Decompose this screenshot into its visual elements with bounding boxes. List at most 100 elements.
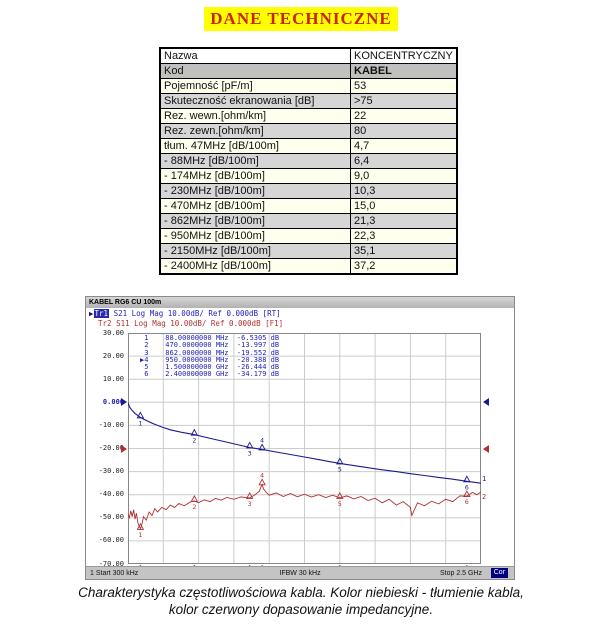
svg-text:3: 3 — [248, 500, 252, 508]
caption-line1: Charakterystyka częstotliwościowa kabla.… — [78, 585, 524, 600]
y-axis-tick-label: -20.00 — [98, 444, 124, 452]
trace1-end-label: 1 — [482, 475, 487, 484]
svg-text:1: 1 — [138, 419, 142, 427]
param-value-cell: 35,1 — [349, 243, 458, 259]
y-axis-tick-label: -10.00 — [98, 420, 124, 429]
y-axis-tick-label: 30.00 — [102, 328, 124, 337]
svg-text:4: 4 — [260, 471, 264, 479]
figure-caption: Charakterystyka częstotliwościowa kabla.… — [0, 584, 602, 618]
table-row: - 174MHz [dB/100m] 9,0 — [159, 168, 458, 184]
spec-table: Nazwa KONCENTRYCZNY Kod KABEL Pojemność [pF/… — [159, 47, 458, 275]
param-label-cell: - 470MHz [dB/100m] — [159, 198, 351, 214]
trace1-tag: Tr1 — [93, 309, 110, 318]
table-row: Pojemność [pF/m] 53 — [159, 78, 458, 94]
param-value-cell: 37,2 — [349, 258, 458, 275]
param-value-cell: KONCENTRYCZNY — [349, 47, 458, 64]
page-title: DANE TECHNICZNE — [0, 7, 602, 31]
param-value-cell: 80 — [349, 123, 458, 139]
trace1-status-line: ▶Tr1 S21 Log Mag 10.00dB/ Ref 0.000dB [R… — [89, 309, 281, 318]
marker-readout-line: 2 470.0000000 MHz -13.997 dB — [140, 341, 280, 350]
vna-window-title: KABEL RG6 CU 100m — [86, 297, 514, 308]
table-row: - 88MHz [dB/100m] 6,4 — [159, 153, 458, 169]
y-axis-tick-label: -50.00 — [98, 513, 124, 522]
marker-readout-list: 1 88.00000000 MHz -6.5305 dB 2 470.00000… — [140, 334, 280, 379]
table-row: Rez. zewn.[ohm/km] 80 — [159, 123, 458, 139]
vna-status-bar: 1 Start 300 kHz IFBW 30 kHz Stop 2.5 GHz… — [86, 566, 514, 579]
param-label-cell: Nazwa — [159, 47, 351, 64]
vna-trace-status-lines: ▶Tr1 S21 Log Mag 10.00dB/ Ref 0.000dB [R… — [89, 309, 283, 329]
trace2-end-label: 2 — [482, 492, 487, 501]
table-row: - 2400MHz [dB/100m] 37,2 — [159, 258, 458, 275]
param-label-cell: - 950MHz [dB/100m] — [159, 228, 351, 244]
svg-text:6: 6 — [465, 498, 469, 506]
trace2-ref-arrow-right-icon — [483, 444, 489, 453]
param-label-cell: - 2400MHz [dB/100m] — [159, 258, 351, 275]
table-row: - 2150MHz [dB/100m] 35,1 — [159, 243, 458, 259]
param-value-cell: 22 — [349, 108, 458, 124]
param-value-cell: 10,3 — [349, 183, 458, 199]
trace1-ref-arrow-right-icon — [483, 398, 489, 407]
param-label-cell: - 88MHz [dB/100m] — [159, 153, 351, 169]
table-row: - 470MHz [dB/100m] 15,0 — [159, 198, 458, 214]
param-value-cell: 22,3 — [349, 228, 458, 244]
correction-badge: Cor — [490, 568, 508, 578]
y-axis-tick-label: -70.00 — [98, 559, 124, 568]
param-value-cell: 4,7 — [349, 138, 458, 154]
svg-text:6: 6 — [465, 483, 469, 491]
param-value-cell: KABEL — [349, 63, 458, 79]
table-row: tłum. 47MHz [dB/100m] 4,7 — [159, 138, 458, 154]
sweep-start-label: 1 Start 300 kHz — [90, 570, 139, 577]
svg-text:2: 2 — [192, 503, 196, 511]
table-row: - 950MHz [dB/100m] 22,3 — [159, 228, 458, 244]
table-row: Skuteczność ekranowania [dB] >75 — [159, 93, 458, 109]
param-value-cell: 9,0 — [349, 168, 458, 184]
param-value-cell: 53 — [349, 78, 458, 94]
marker-readout-line: 3 862.0000000 MHz -19.552 dB — [140, 348, 280, 357]
param-value-cell: >75 — [349, 93, 458, 109]
table-row: - 230MHz [dB/100m] 10,3 — [159, 183, 458, 199]
param-label-cell: Rez. zewn.[ohm/km] — [159, 123, 351, 139]
param-label-cell: - 2150MHz [dB/100m] — [159, 243, 351, 259]
trace1-ref-arrow-left-icon — [121, 398, 127, 407]
table-row: Kod KABEL — [159, 63, 458, 79]
param-label-cell: - 862MHz [dB/100m] — [159, 213, 351, 229]
param-value-cell: 21,3 — [349, 213, 458, 229]
svg-text:5: 5 — [338, 465, 342, 473]
trace2-ref-arrow-left-icon — [121, 444, 127, 453]
param-label-cell: - 230MHz [dB/100m] — [159, 183, 351, 199]
y-axis-tick-label: 0.000 — [102, 397, 124, 406]
y-axis-tick-label: 10.00 — [102, 374, 124, 383]
marker-readout-line: ▶4 950.0000000 MHz -20.388 dB — [140, 355, 280, 364]
param-value-cell: 15,0 — [349, 198, 458, 214]
svg-text:2: 2 — [192, 437, 196, 445]
param-label-cell: tłum. 47MHz [dB/100m] — [159, 138, 351, 154]
y-axis-tick-label: -30.00 — [98, 467, 124, 476]
vna-screenshot-window: KABEL RG6 CU 100m ▶Tr1 S21 Log Mag 10.00… — [85, 296, 515, 580]
active-trace-arrow-icon: ▶ — [89, 309, 94, 318]
y-axis-tick-label: -60.00 — [98, 536, 124, 545]
param-label-cell: Kod — [159, 63, 351, 79]
svg-text:1: 1 — [138, 531, 142, 539]
sweep-stop-label: Stop 2.5 GHz — [439, 570, 482, 577]
table-row: Rez. wewn.[ohm/km] 22 — [159, 108, 458, 124]
ifbw-label: IFBW 30 kHz — [279, 570, 321, 577]
table-row: Nazwa KONCENTRYCZNY — [159, 47, 458, 64]
page-title-text: DANE TECHNICZNE — [204, 7, 398, 31]
marker-readout-line: 1 88.00000000 MHz -6.5305 dB — [140, 334, 280, 342]
param-label-cell: Pojemność [pF/m] — [159, 78, 351, 94]
svg-text:3: 3 — [248, 449, 252, 457]
y-axis-tick-label: -40.00 — [98, 490, 124, 499]
trace2-status-text: Tr2 S11 Log Mag 10.00dB/ Ref 0.000dB [F1… — [98, 319, 284, 328]
param-label-cell: Skuteczność ekranowania [dB] — [159, 93, 351, 109]
param-label-cell: Rez. wewn.[ohm/km] — [159, 108, 351, 124]
svg-text:4: 4 — [260, 436, 264, 444]
marker-readout-line: 5 1.500000000 GHz -26.444 dB — [140, 363, 280, 372]
marker-readout-line: 6 2.400000000 GHz -34.179 dB — [140, 370, 280, 379]
caption-line2: kolor czerwony dopasowanie impedancyjne. — [168, 602, 434, 617]
trace1-status-text: S21 Log Mag 10.00dB/ Ref 0.000dB [RT] — [109, 309, 281, 318]
svg-text:5: 5 — [338, 500, 342, 508]
param-label-cell: - 174MHz [dB/100m] — [159, 168, 351, 184]
param-value-cell: 6,4 — [349, 153, 458, 169]
